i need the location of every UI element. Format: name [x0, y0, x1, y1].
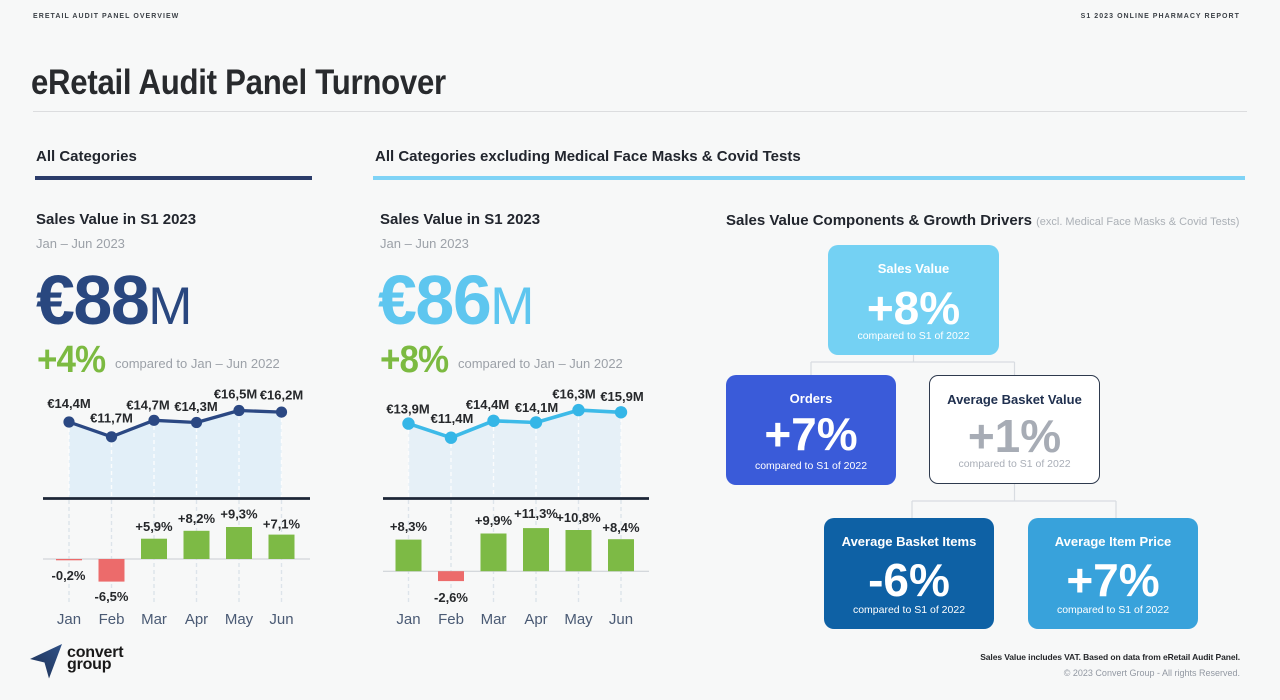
svg-text:May: May: [225, 611, 254, 628]
svg-text:-6,5%: -6,5%: [95, 589, 129, 604]
svg-text:Mar: Mar: [481, 611, 507, 628]
svg-text:€14,7M: €14,7M: [126, 398, 169, 413]
svg-text:€16,5M: €16,5M: [214, 387, 257, 402]
svg-text:+9,9%: +9,9%: [475, 513, 513, 528]
svg-text:€14,4M: €14,4M: [466, 397, 509, 412]
svg-text:+7,1%: +7,1%: [263, 517, 301, 532]
svg-text:€14,1M: €14,1M: [515, 400, 558, 415]
svg-text:€16,3M: €16,3M: [552, 387, 595, 402]
svg-text:-2,6%: -2,6%: [434, 590, 468, 605]
svg-text:€14,4M: €14,4M: [47, 396, 90, 411]
svg-text:-0,2%: -0,2%: [52, 568, 86, 583]
svg-text:May: May: [564, 611, 593, 628]
svg-text:€11,7M: €11,7M: [90, 411, 133, 426]
svg-text:+9,3%: +9,3%: [220, 507, 258, 522]
svg-text:€13,9M: €13,9M: [386, 402, 429, 417]
svg-text:Feb: Feb: [438, 611, 464, 628]
svg-text:Feb: Feb: [99, 611, 125, 628]
svg-text:+8,3%: +8,3%: [390, 519, 428, 534]
svg-text:Mar: Mar: [141, 611, 167, 628]
svg-text:€15,9M: €15,9M: [600, 389, 643, 404]
svg-text:Jun: Jun: [269, 611, 293, 628]
svg-text:+8,2%: +8,2%: [178, 511, 216, 526]
svg-text:Jun: Jun: [609, 611, 633, 628]
svg-text:+10,8%: +10,8%: [556, 510, 601, 525]
svg-text:Jan: Jan: [57, 611, 81, 628]
svg-text:€11,4M: €11,4M: [431, 411, 474, 426]
svg-text:+8,4%: +8,4%: [602, 520, 640, 535]
svg-text:Apr: Apr: [524, 611, 547, 628]
svg-text:+5,9%: +5,9%: [135, 519, 173, 534]
svg-text:Jan: Jan: [396, 611, 420, 628]
svg-text:€16,2M: €16,2M: [260, 388, 303, 403]
svg-text:€14,3M: €14,3M: [174, 399, 217, 414]
svg-text:+11,3%: +11,3%: [514, 506, 558, 521]
svg-text:Apr: Apr: [185, 611, 208, 628]
